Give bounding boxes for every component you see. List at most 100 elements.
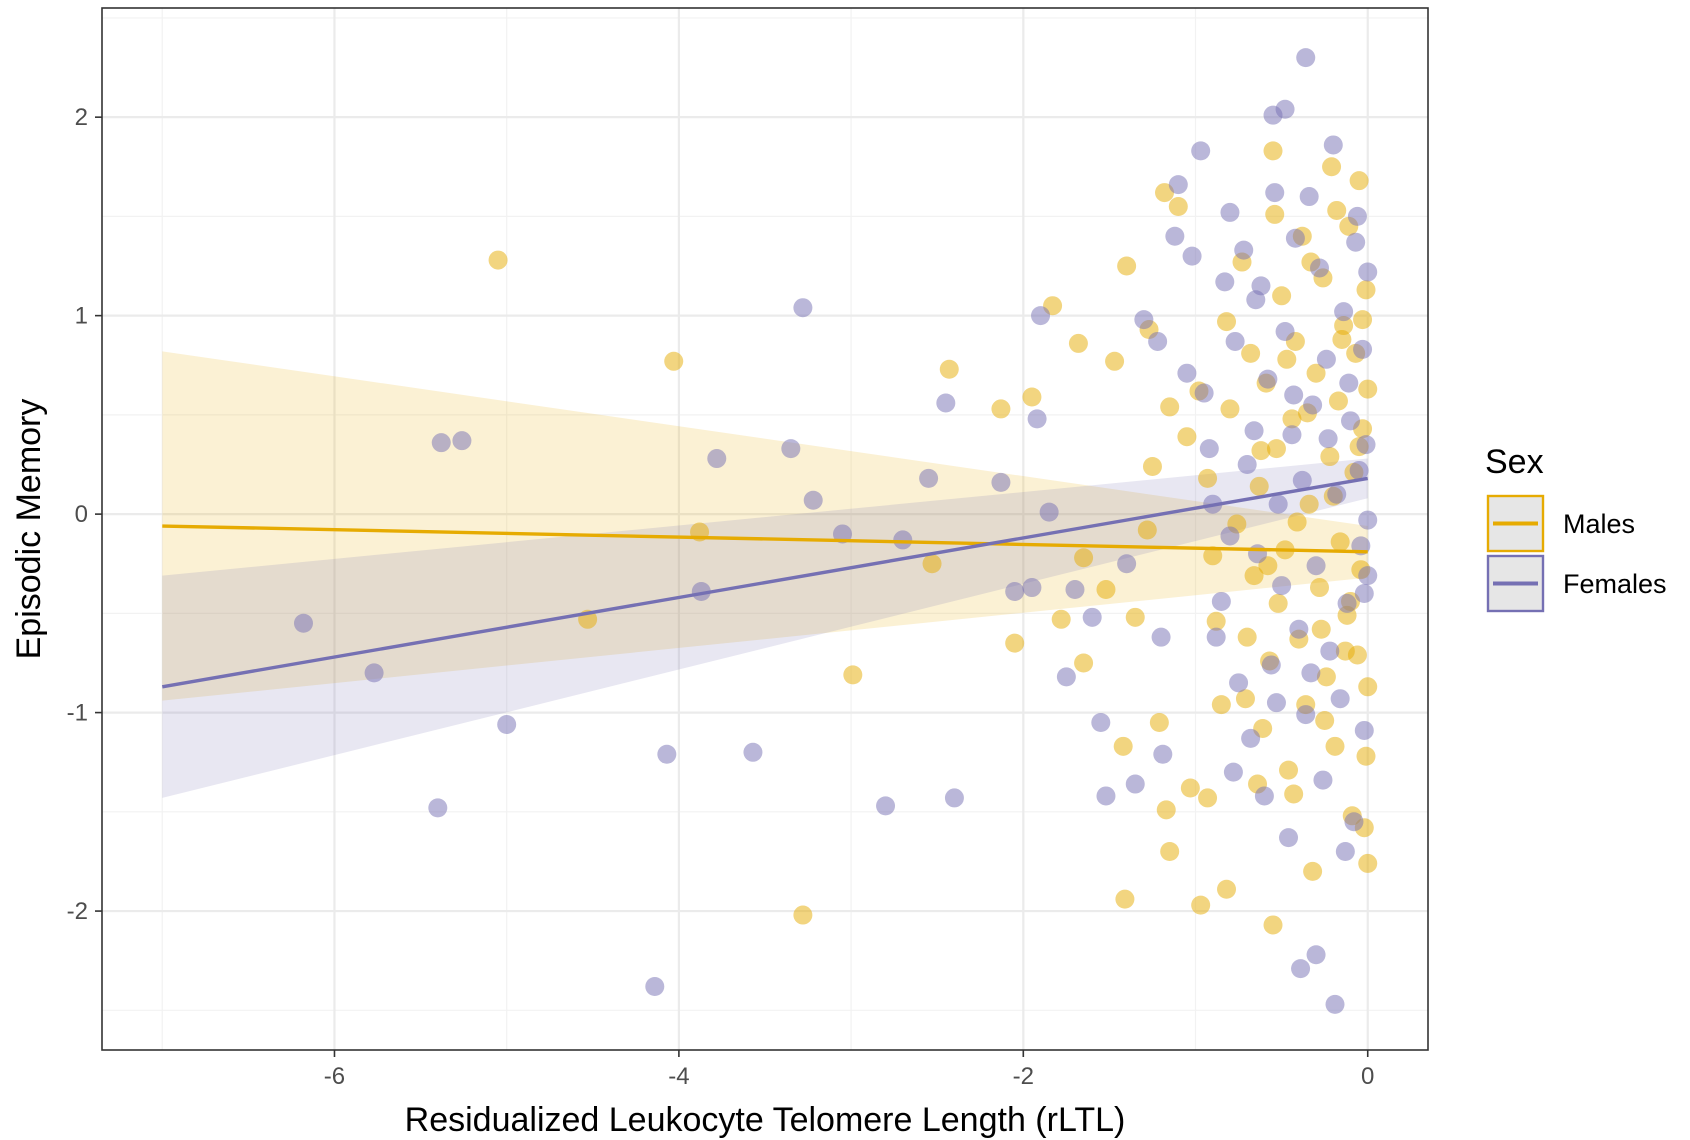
point-males (1320, 447, 1340, 467)
point-males (1022, 387, 1042, 407)
point-males (1074, 548, 1094, 568)
legend-title: Sex (1485, 443, 1544, 481)
point-females (1284, 385, 1304, 405)
point-females (1082, 607, 1102, 627)
point-females (1261, 655, 1281, 675)
point-females (1237, 454, 1257, 474)
point-females (1301, 663, 1321, 683)
point-females (1091, 713, 1111, 733)
point-females (1223, 762, 1243, 782)
point-females (1027, 409, 1047, 429)
fit-line-males (162, 524, 1368, 554)
y-tick-label: -2 (67, 898, 88, 925)
point-females (1220, 526, 1240, 546)
point-males (1358, 853, 1378, 873)
point-females (1225, 331, 1245, 351)
point-females (936, 393, 956, 413)
point-females (1327, 484, 1347, 504)
point-females (1096, 786, 1116, 806)
point-males (1265, 204, 1285, 224)
point-females (364, 663, 384, 683)
legend: Sex Males Females (1485, 443, 1667, 613)
point-females (1263, 105, 1283, 125)
point-males (1156, 800, 1176, 820)
x-tick-label: -6 (324, 1063, 345, 1090)
point-females (1244, 421, 1264, 441)
point-females (1325, 994, 1345, 1014)
point-females (781, 439, 801, 459)
point-females (1341, 411, 1361, 431)
point-females (1318, 429, 1338, 449)
point-males (1310, 578, 1330, 598)
point-females (1248, 544, 1268, 564)
point-females (1354, 584, 1374, 604)
point-females (1177, 363, 1197, 383)
point-females (1334, 302, 1354, 322)
point-males (1266, 439, 1286, 459)
point-females (1282, 425, 1302, 445)
point-males (1005, 633, 1025, 653)
point-females (691, 582, 711, 602)
x-tick-label: -2 (1013, 1063, 1034, 1090)
point-females (1320, 641, 1340, 661)
x-tick-label: 0 (1361, 1063, 1374, 1090)
y-tick-label: 2 (75, 104, 88, 131)
point-males (1149, 713, 1169, 733)
point-females (1148, 331, 1168, 351)
point-males (1142, 456, 1162, 476)
point-males (1113, 736, 1133, 756)
point-males (939, 359, 959, 379)
point-males (664, 351, 684, 371)
point-males (1315, 711, 1335, 731)
point-females (1289, 619, 1309, 639)
point-females (1358, 566, 1378, 586)
point-females (428, 798, 448, 818)
point-males (1358, 677, 1378, 697)
point-males (1327, 200, 1347, 220)
point-females (793, 298, 813, 318)
ci-ribbon-females (162, 458, 1368, 798)
point-males (1249, 476, 1269, 496)
point-females (1241, 728, 1261, 748)
point-females (1349, 460, 1369, 480)
x-axis-title: Residualized Leukocyte Telomere Length (… (405, 1101, 1126, 1139)
point-females (1296, 705, 1316, 725)
point-males (1358, 379, 1378, 399)
point-females (1272, 576, 1292, 596)
fit-line-females (161, 476, 1369, 689)
point-males (1180, 778, 1200, 798)
point-females (1354, 720, 1374, 740)
point-females (1346, 232, 1366, 252)
point-males (1206, 611, 1226, 631)
point-males (1334, 316, 1354, 336)
point-males (1217, 879, 1237, 899)
point-females (1199, 439, 1219, 459)
point-males (1303, 861, 1323, 881)
point-males (793, 905, 813, 925)
point-females (1358, 510, 1378, 530)
point-females (1337, 593, 1357, 613)
point-females (1005, 582, 1025, 602)
point-males (1117, 256, 1137, 276)
point-males (1335, 641, 1355, 661)
point-females (1039, 502, 1059, 522)
point-females (293, 613, 313, 633)
point-females (1194, 383, 1214, 403)
point-males (1160, 397, 1180, 417)
point-males (1279, 760, 1299, 780)
point-males (1263, 915, 1283, 935)
point-females (1313, 770, 1333, 790)
point-females (919, 468, 939, 488)
point-females (1165, 226, 1185, 246)
point-females (1168, 175, 1188, 195)
data-points (293, 48, 1378, 1014)
point-males (1284, 784, 1304, 804)
plot-panel-border (101, 7, 1429, 1051)
point-males (1125, 607, 1145, 627)
point-females (1339, 373, 1359, 393)
point-females (803, 490, 823, 510)
point-females (1022, 578, 1042, 598)
point-females (1206, 627, 1226, 647)
point-males (1241, 343, 1261, 363)
